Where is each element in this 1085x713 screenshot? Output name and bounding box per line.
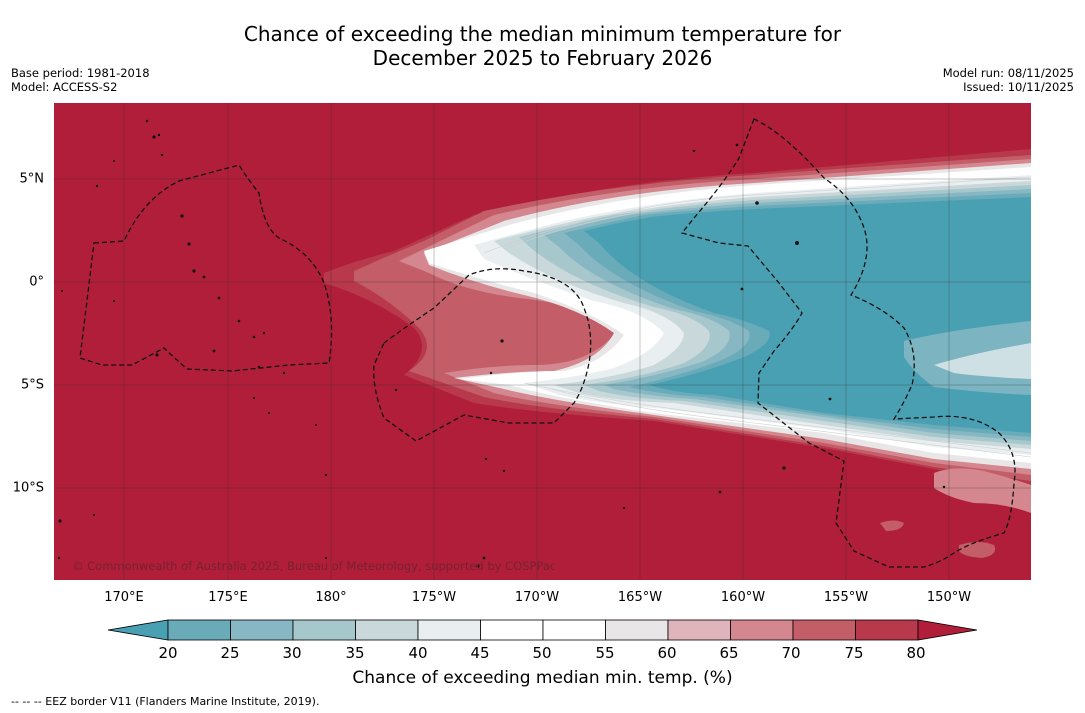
- colorbar-tick: 80: [906, 644, 926, 662]
- eez-borders: [79, 118, 1016, 568]
- colorbar-bin: [355, 619, 419, 641]
- model-name: Model: ACCESS-S2: [11, 80, 118, 94]
- colorbar-bin: [730, 619, 794, 641]
- issued-date: Issued: 10/11/2025: [963, 80, 1074, 94]
- colorbar-title: Chance of exceeding median min. temp. (%…: [352, 668, 733, 688]
- map-gridlines: [54, 103, 1031, 580]
- colorbar-tick: 50: [532, 644, 552, 662]
- colorbar-tick: 55: [595, 644, 615, 662]
- colorbar-bin: [605, 619, 669, 641]
- lat-label-5s: 5°S: [20, 377, 44, 393]
- colorbar-tick: 60: [657, 644, 677, 662]
- colorbar-tick: 45: [470, 644, 490, 662]
- colorbar-bin: [417, 619, 481, 641]
- title-line-1: Chance of exceeding the median minimum t…: [243, 22, 842, 46]
- copyright-notice: © Commonwealth of Australia 2025, Bureau…: [72, 559, 557, 573]
- colorbar-arrow-low: [108, 619, 169, 641]
- eez-tuvalu-kiribati-west: [79, 164, 333, 372]
- colorbar-bin: [230, 619, 294, 641]
- colorbar-tick: 65: [719, 644, 739, 662]
- eez-footnote: -- -- -- EEZ border V11 (Flanders Marine…: [11, 695, 320, 708]
- colorbar-bin: [292, 619, 356, 641]
- model-run-date: Model run: 08/11/2025: [942, 66, 1074, 80]
- colorbar-tick: 35: [345, 644, 365, 662]
- base-info: Base period: 1981-2018 Model: ACCESS-S2: [11, 66, 150, 94]
- lon-label-175e: 175°E: [208, 590, 248, 605]
- chart-title: Chance of exceeding the median minimum t…: [0, 22, 1085, 70]
- colorbar-bin: [167, 619, 231, 641]
- colorbar-bin: [667, 619, 731, 641]
- lat-label-5n: 5°N: [19, 171, 45, 187]
- eez-tokelau-samoa: [373, 268, 592, 442]
- colorbar-tick: 75: [844, 644, 864, 662]
- lon-label-150w: 150°W: [926, 590, 972, 605]
- lon-label-175w: 175°W: [411, 590, 457, 605]
- title-line-2: December 2025 to February 2026: [372, 46, 713, 70]
- warm-patch-east: [934, 468, 1031, 513]
- lon-label-165w: 165°W: [617, 590, 663, 605]
- lat-label-0: 0°: [29, 274, 44, 290]
- lon-label-180: 180°: [315, 590, 347, 605]
- colorbar-tick: 20: [158, 644, 178, 662]
- colorbar-tick: 30: [282, 644, 302, 662]
- colorbar: [108, 619, 978, 641]
- base-period: Base period: 1981-2018: [11, 66, 150, 80]
- colorbar-bin: [480, 619, 544, 641]
- colorbar-tick: 25: [220, 644, 240, 662]
- colorbar-bin: [542, 619, 606, 641]
- lon-label-170w: 170°W: [514, 590, 560, 605]
- colorbar-tick: 70: [781, 644, 801, 662]
- run-info: Model run: 08/11/2025 Issued: 10/11/2025: [943, 66, 1074, 94]
- colorbar-tick: 40: [408, 644, 428, 662]
- colorbar-bin: [855, 619, 919, 641]
- forecast-map: [54, 103, 1031, 580]
- eez-kiribati-line-islands: [680, 118, 1016, 568]
- lon-label-155w: 155°W: [823, 590, 869, 605]
- colorbar-bin: [792, 619, 856, 641]
- lat-label-10s: 10°S: [12, 480, 44, 496]
- lon-label-160w: 160°W: [720, 590, 766, 605]
- lon-label-170e: 170°E: [104, 590, 144, 605]
- island-dots: [57, 119, 946, 568]
- colorbar-arrow-high: [917, 619, 978, 641]
